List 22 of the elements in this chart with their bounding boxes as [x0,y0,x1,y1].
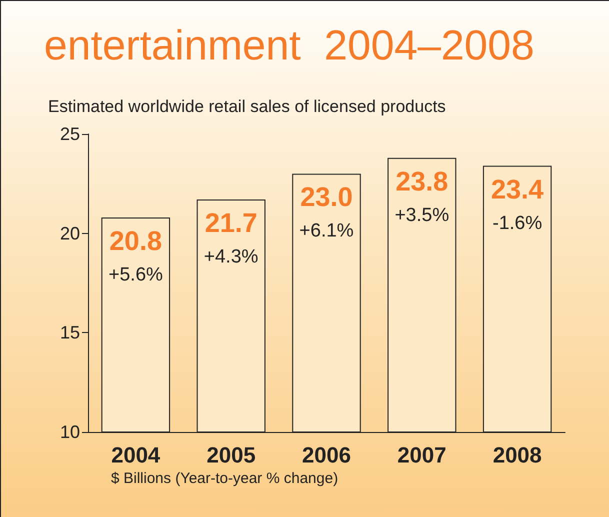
data-label: 23.8 [396,166,448,196]
data-label: 23.4 [491,174,544,204]
x-tick-label: 2006 [302,442,351,468]
annotation: +5.6% [108,264,164,286]
chart-title: entertainment 2004–2008 [44,22,534,68]
y-tick-label: 25 [60,124,80,144]
chart-subtitle: Estimated worldwide retail sales of licensed products [48,97,446,116]
data-label: 23.0 [300,182,353,212]
data-label: 21.7 [204,208,258,238]
y-tick-label: 15 [60,322,80,343]
data-label: 20.8 [109,226,162,256]
x-tick-label: 2008 [492,442,542,468]
x-tick-label: 2007 [397,442,446,468]
x-tick-label: 2005 [206,442,256,468]
y-tick-label: 10 [60,422,80,442]
annotation: -1.6% [492,212,542,234]
x-tick-label: 2004 [111,442,161,468]
annotation: +4.3% [204,246,258,268]
y-tick-label: 20 [60,223,80,244]
annotation: +3.5% [394,204,450,226]
text: $ Billions (Year-to-year % change) [111,470,338,487]
annotation: +6.1% [299,220,354,242]
